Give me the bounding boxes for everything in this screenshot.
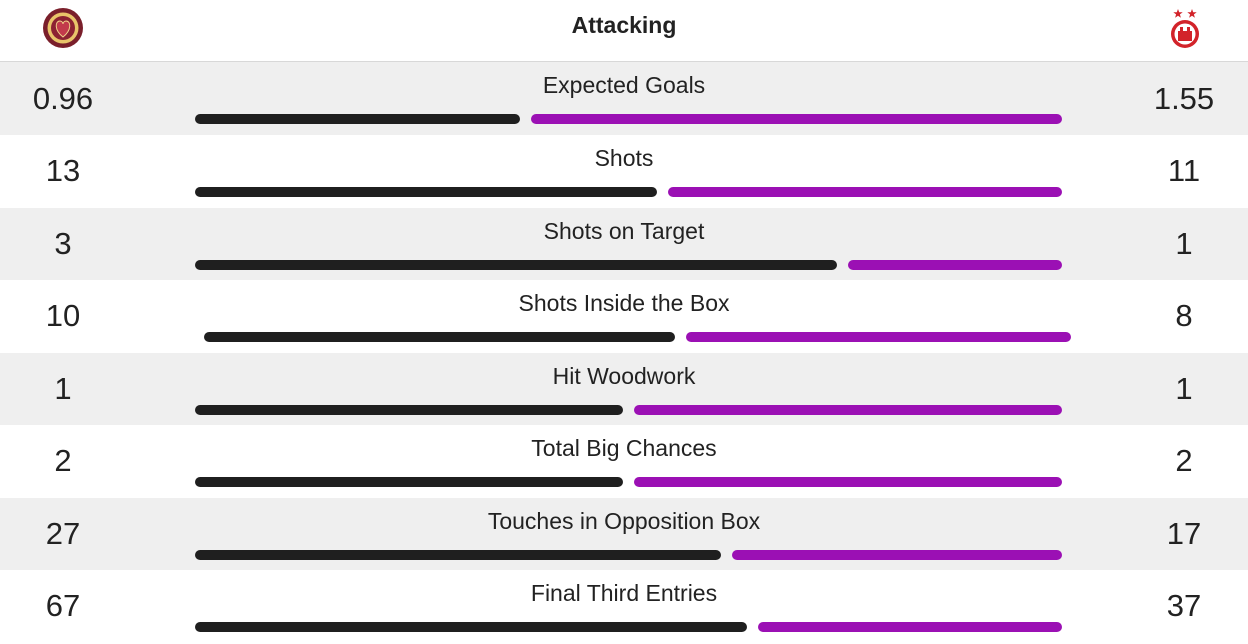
- stat-label: Expected Goals: [542, 72, 706, 98]
- away-bar: [732, 549, 1062, 560]
- away-bar: [531, 114, 1062, 124]
- stat-row: 67 Final Third Entries 37: [0, 570, 1248, 643]
- away-value: 11: [1167, 153, 1201, 189]
- stats-header: Attacking: [0, 0, 1248, 62]
- away-value: 1: [1175, 370, 1193, 406]
- comparison-bar: [195, 622, 1062, 632]
- away-bar: [685, 332, 1071, 342]
- stat-row: 1 Hit Woodwork 1: [0, 352, 1248, 425]
- stat-row: 10 Shots Inside the Box 8: [0, 280, 1248, 353]
- stat-row: 27 Touches in Opposition Box 17: [0, 497, 1248, 570]
- stat-label: Hit Woodwork: [552, 362, 696, 389]
- home-bar: [195, 622, 748, 632]
- home-bar: [195, 114, 521, 124]
- away-bar: [668, 187, 1062, 197]
- aberdeen-crest-icon: [1171, 9, 1199, 48]
- stat-label: Touches in Opposition Box: [487, 507, 761, 534]
- away-bar: [848, 259, 1062, 270]
- home-bar: [195, 477, 623, 487]
- attacking-stats-list: 0.96 Expected Goals 1.55 13 Shots 11 3 Shots on…: [0, 62, 1248, 643]
- home-value: 3: [54, 225, 72, 261]
- comparison-bar: [195, 187, 1062, 197]
- away-value: 1.55: [1153, 80, 1215, 116]
- stat-label: Shots Inside the Box: [518, 290, 730, 316]
- stat-row: 3 Shots on Target 1: [0, 207, 1248, 280]
- stat-row: 13 Shots 11: [0, 135, 1248, 208]
- stat-label: Shots on Target: [543, 217, 705, 244]
- home-value: 13: [45, 153, 81, 189]
- section-title: Attacking: [571, 12, 677, 38]
- home-value: 10: [45, 298, 81, 334]
- away-value: 2: [1175, 443, 1193, 479]
- comparison-bar: [195, 404, 1062, 415]
- away-bar: [634, 404, 1062, 415]
- away-value: 1: [1175, 225, 1193, 261]
- home-value: 1: [54, 370, 72, 406]
- comparison-bar: [195, 259, 1062, 270]
- home-bar: [195, 187, 658, 197]
- away-value: 17: [1166, 515, 1202, 551]
- comparison-bar: [195, 114, 1062, 124]
- home-value: 27: [45, 515, 81, 551]
- hearts-crest-icon: [43, 8, 83, 48]
- home-value: 0.96: [32, 80, 94, 116]
- away-value: 8: [1175, 298, 1193, 334]
- stat-row: 0.96 Expected Goals 1.55: [0, 62, 1248, 135]
- home-bar: [195, 259, 837, 270]
- home-value: 67: [45, 588, 81, 624]
- home-bar: [195, 404, 623, 415]
- home-bar: [204, 332, 675, 342]
- comparison-bar: [195, 477, 1062, 487]
- stat-label: Shots: [594, 145, 654, 171]
- stat-label: Final Third Entries: [530, 580, 718, 606]
- away-bar: [634, 477, 1062, 487]
- stat-row: 2 Total Big Chances 2: [0, 425, 1248, 498]
- home-value: 2: [54, 443, 72, 479]
- away-bar: [758, 622, 1062, 632]
- stat-label: Total Big Chances: [531, 435, 717, 461]
- comparison-bar: [195, 549, 1062, 560]
- home-bar: [195, 549, 722, 560]
- away-value: 37: [1166, 588, 1202, 624]
- comparison-bar: [204, 332, 1071, 342]
